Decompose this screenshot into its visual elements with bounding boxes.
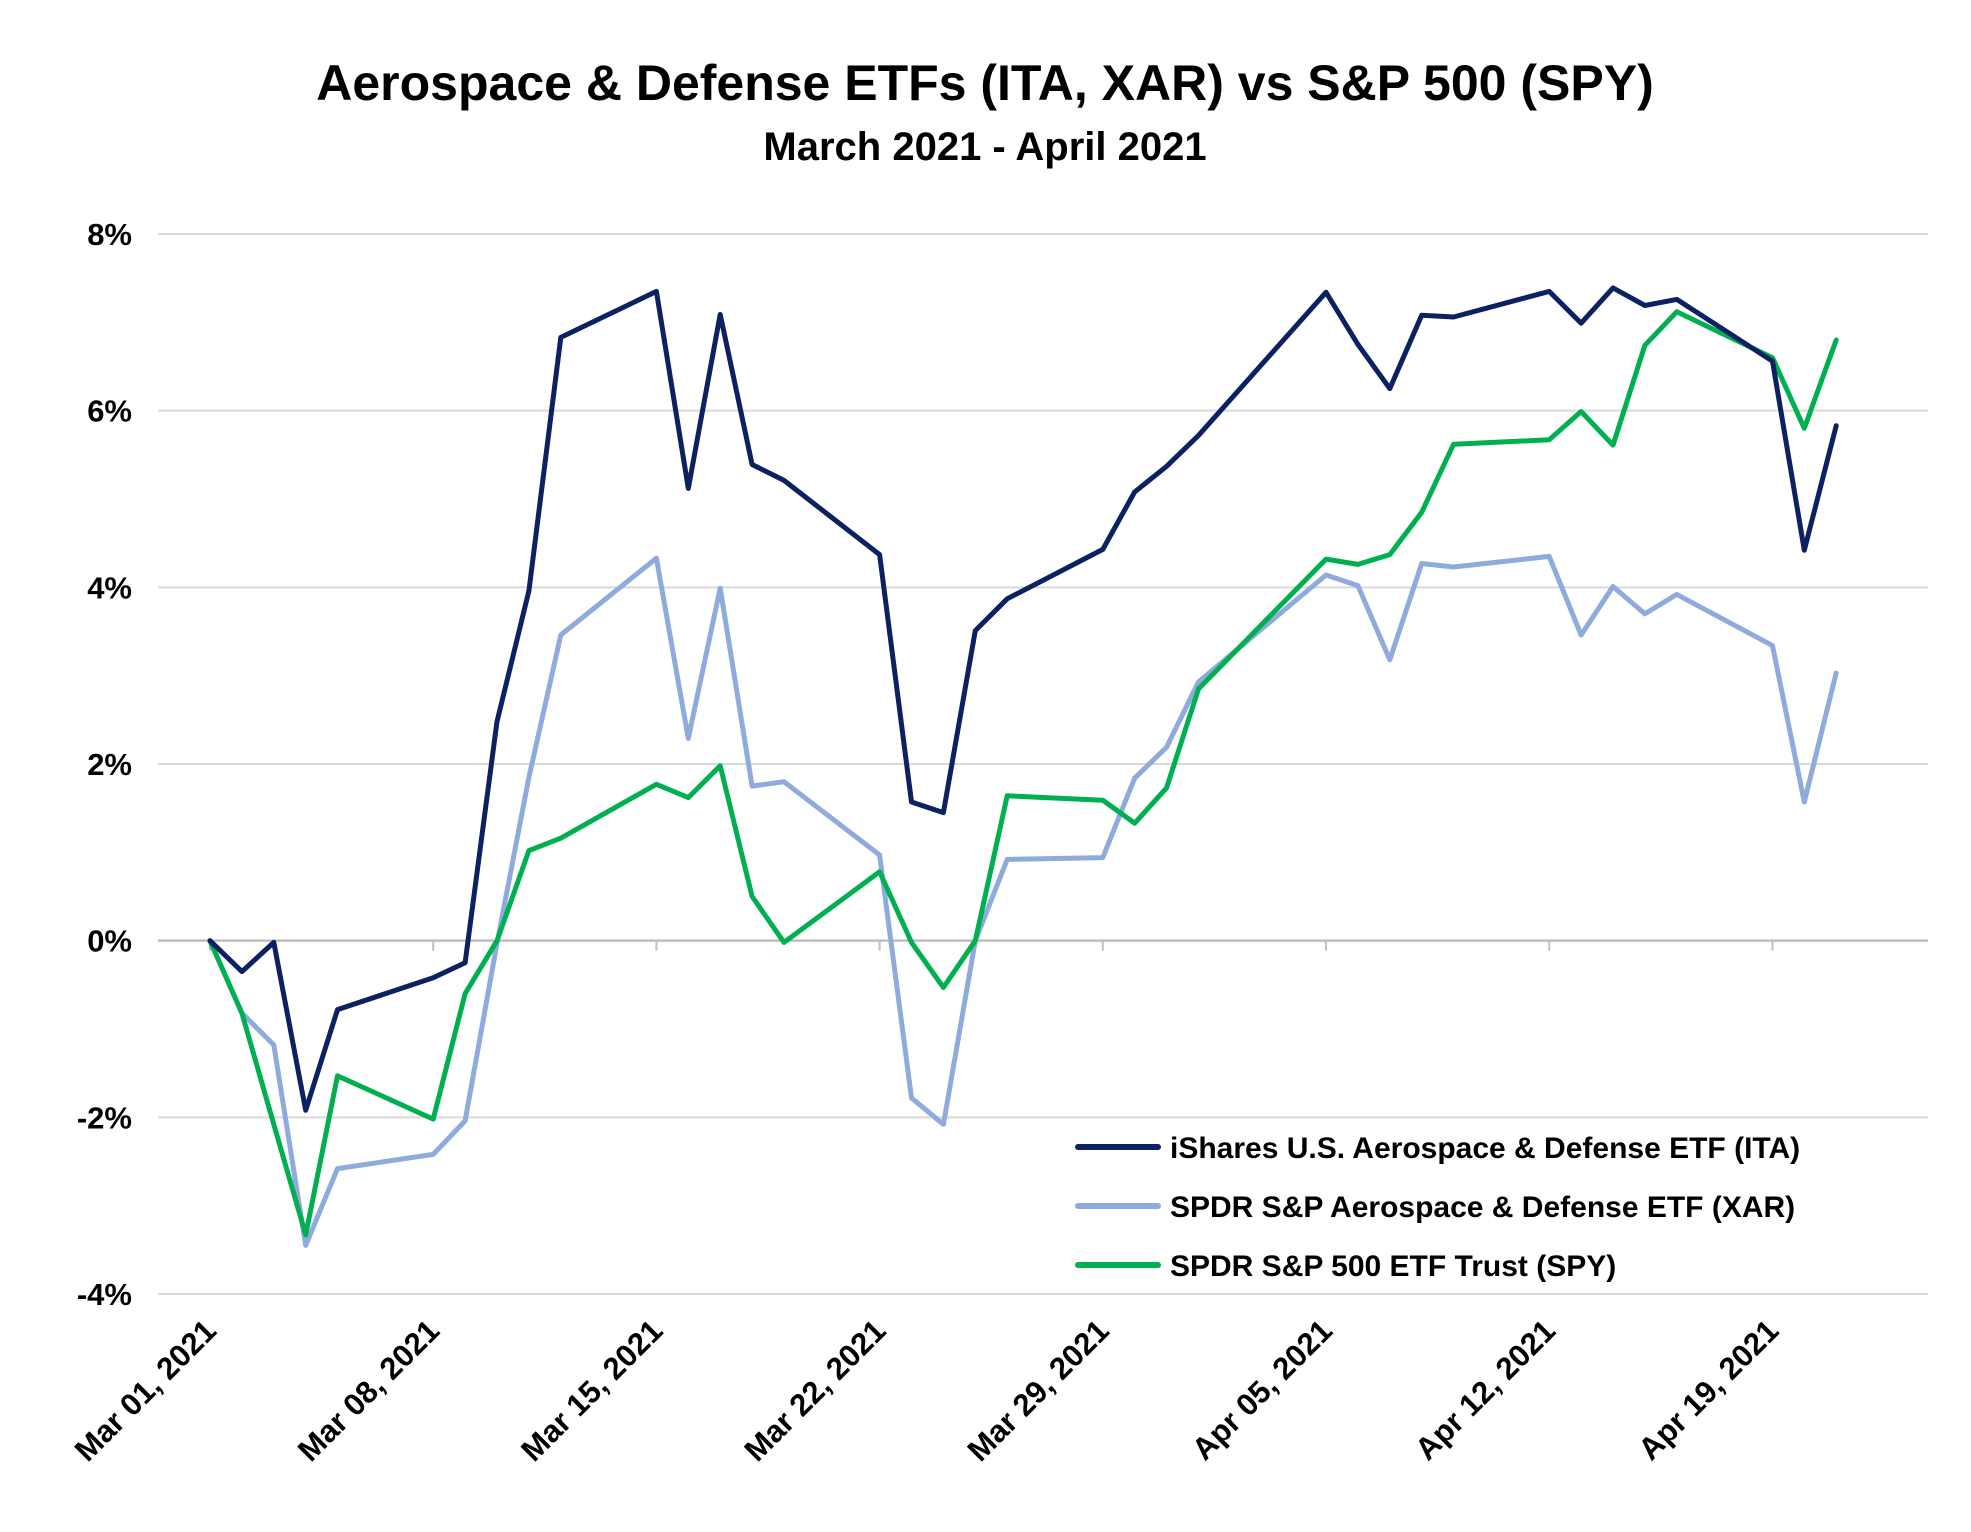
y-tick-label: 0% — [87, 924, 132, 959]
x-tick-label: Apr 12, 2021 — [1408, 1313, 1562, 1467]
x-tick-label: Mar 22, 2021 — [737, 1313, 892, 1468]
y-axis-tick-labels: 8% 6% 4% 2% 0% -2% -4% — [77, 217, 132, 1312]
x-tick-label: Mar 15, 2021 — [514, 1313, 669, 1468]
x-tick-label: Mar 01, 2021 — [68, 1313, 223, 1468]
x-tick-label: Apr 19, 2021 — [1631, 1313, 1785, 1467]
x-tick-label: Apr 05, 2021 — [1185, 1313, 1339, 1467]
legend-label: iShares U.S. Aerospace & Defense ETF (IT… — [1170, 1132, 1800, 1165]
legend: iShares U.S. Aerospace & Defense ETF (IT… — [1075, 1132, 1800, 1283]
series-line — [207, 285, 1839, 1113]
y-tick-label: 4% — [87, 570, 132, 605]
series-lines — [207, 285, 1839, 1248]
legend-label: SPDR S&P 500 ETF Trust (SPY) — [1170, 1250, 1616, 1283]
legend-label: SPDR S&P Aerospace & Defense ETF (XAR) — [1170, 1191, 1795, 1224]
y-tick-label: 8% — [87, 217, 132, 252]
gridlines — [158, 233, 1928, 1295]
series-line — [207, 309, 1839, 1238]
x-tick-label: Mar 29, 2021 — [961, 1313, 1116, 1468]
y-tick-label: 2% — [87, 747, 132, 782]
y-tick-label: -2% — [77, 1100, 132, 1135]
chart-subtitle: March 2021 - April 2021 — [763, 125, 1206, 169]
y-tick-label: 6% — [87, 394, 132, 429]
x-tick-label: Mar 08, 2021 — [291, 1313, 446, 1468]
chart-title: Aerospace & Defense ETFs (ITA, XAR) vs S… — [316, 55, 1653, 111]
y-tick-label: -4% — [77, 1277, 132, 1312]
